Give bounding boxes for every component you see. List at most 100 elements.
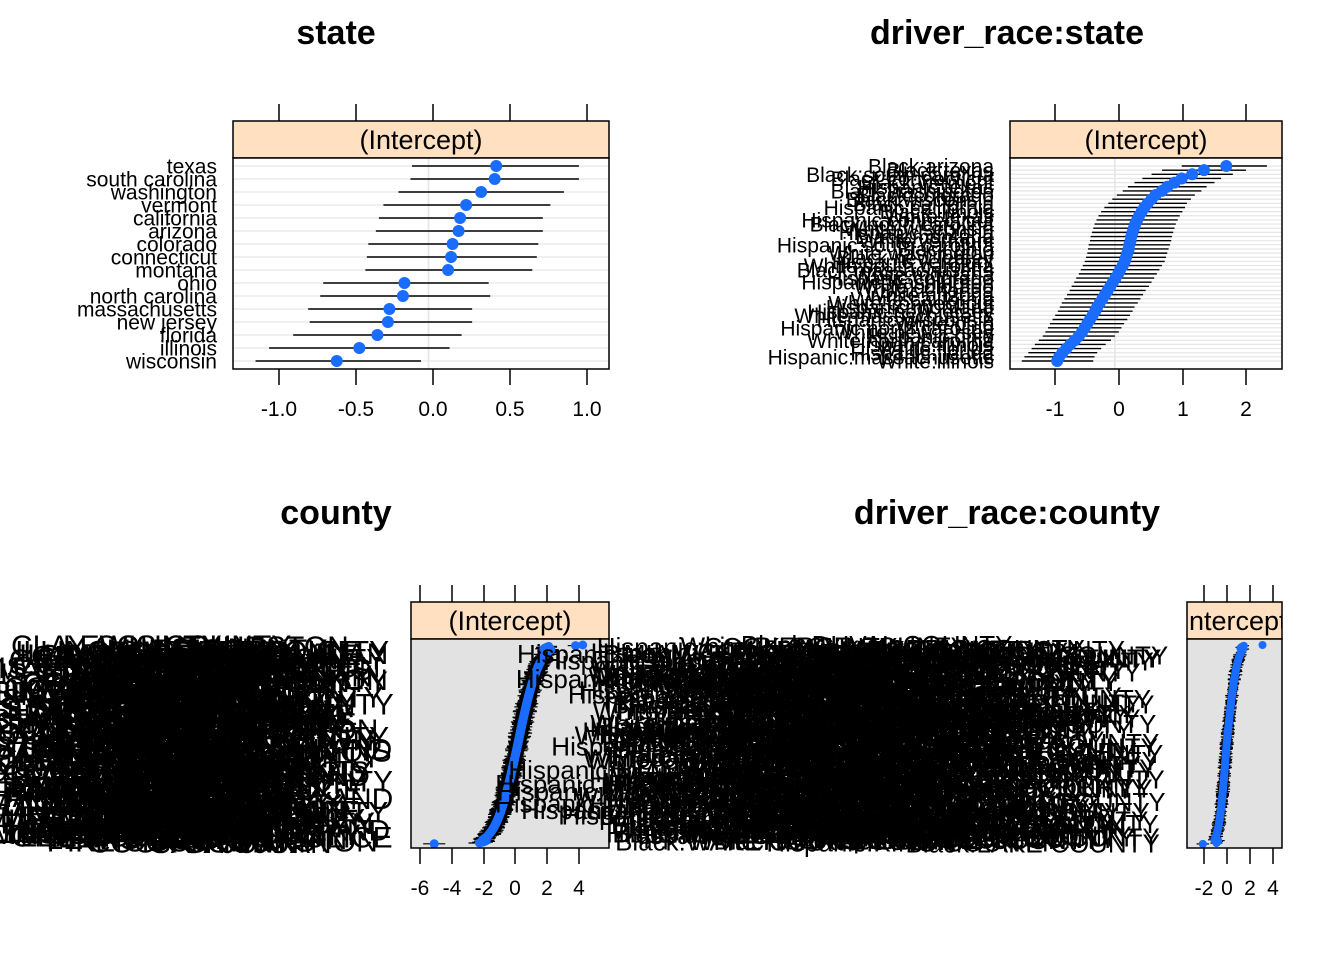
category-label: arizona <box>148 221 217 244</box>
level-label: Black:WAKE COUNTY <box>849 814 1112 844</box>
category-label: colorado <box>136 234 217 257</box>
category-label: connecticut <box>111 247 217 270</box>
level-label: COOK COUNTY <box>39 721 262 754</box>
category-label: california <box>133 208 217 231</box>
level-label: CLAY COUNTY <box>81 764 292 797</box>
level-label: THURSTON <box>109 824 275 857</box>
level-label: ILLINOIS STATE POLICE <box>0 725 207 758</box>
level-label: GRANT COUNTY <box>69 666 308 699</box>
category-label: Hispanic:washington <box>801 272 994 295</box>
x-tick-label: -4 <box>443 877 462 900</box>
category-label: north carolina <box>90 286 218 309</box>
level-label: THURSTON <box>62 683 228 716</box>
category-label: Hispanic:new jersey <box>807 301 994 324</box>
level-label: GRANT COUNTY <box>110 812 349 845</box>
level-label: ISLAND <box>208 656 316 689</box>
level-label: PIKE COUNTY <box>78 670 281 703</box>
level-label: CLAY COUNTY <box>78 769 289 802</box>
level-label: LEE COUNTY <box>39 797 231 830</box>
level-label: ILLINOIS STATE POLICE <box>15 699 357 732</box>
x-tick-label: 0 <box>509 877 521 900</box>
level-label: LEE COUNTY <box>197 636 389 669</box>
level-label: SAN JUAN <box>180 698 328 731</box>
strip <box>1009 120 1283 159</box>
level-label: THURSTON <box>52 709 174 734</box>
category-label: Black:florida <box>880 280 995 303</box>
level-label: SAN JUAN <box>64 715 212 748</box>
level-label: ILLINOIS <box>52 660 142 685</box>
category-label: ohio <box>177 273 217 296</box>
level-label: ILLINOIS STATE POLICE <box>0 818 307 851</box>
level-label: SAN JUAN <box>225 661 373 694</box>
category-label: White:vermont <box>859 230 995 253</box>
level-label: PIKE COUNTY <box>50 688 253 721</box>
level-label: THURSTON <box>85 715 251 748</box>
category-label: Black:north carolina <box>810 214 995 237</box>
level-label: ISLAND <box>144 680 252 713</box>
level-label: Black:WAKE COUNTY <box>782 794 1045 824</box>
level-label: COOK COUNTY <box>0 719 199 752</box>
level-label: ISLAND <box>155 758 263 791</box>
level-label: MARION COUNTY <box>68 761 323 794</box>
data-point <box>454 212 467 224</box>
level-label: SAN JUAN <box>198 704 346 737</box>
level-label: ILLINOIS STATE POLICE <box>0 746 310 779</box>
level-label: LEWIS COUNTY <box>100 706 328 739</box>
category-label: Hispanic:vermont <box>832 251 994 274</box>
level-label: THURSTON <box>114 646 280 679</box>
level-label: LEE COUNTY <box>84 642 276 675</box>
level-label: LEE COUNTY <box>82 664 274 697</box>
level-label: COOK COUNTY <box>83 798 306 831</box>
category-label: wisconsin <box>125 351 217 374</box>
level-label: Black:WAKE COUNTY <box>615 827 878 857</box>
level-label: Black:DUVAL COUNTY <box>850 797 1122 827</box>
level-label: White:HARRIS COUNTY <box>843 821 1132 851</box>
data-point <box>578 640 588 650</box>
level-label: White:HARRIS COUNTY <box>612 815 901 845</box>
x-tick-label: -2 <box>475 877 494 900</box>
level-label: LEE COUNTY <box>69 687 261 720</box>
level-label: ILLINOIS <box>110 799 233 832</box>
x-tick-label: -1 <box>1046 398 1065 421</box>
level-label: Black:DUVAL COUNTY <box>664 801 936 831</box>
category-label: Black:colorado <box>856 185 994 208</box>
level-label: Hispanic:COOK COUNTY <box>635 804 936 834</box>
level-label: PIKE COUNTY <box>148 647 351 680</box>
level-label: CLAY COUNTY <box>182 766 393 799</box>
category-label: White:massachusetts <box>794 305 994 328</box>
level-label: MARION COUNTY <box>122 724 377 757</box>
level-label: GRANT COUNTY <box>57 764 296 797</box>
rows: White:illinoisHispanic:massachusettsHisp… <box>768 156 1282 374</box>
level-label: PIKE COUNTY <box>7 776 210 809</box>
level-label: CLAY COUNTY <box>118 768 329 801</box>
plot-frame <box>1009 157 1283 370</box>
data-point <box>446 238 459 250</box>
level-label: CLAY COUNTY <box>144 699 355 732</box>
level-label: CLAY COUNTY <box>178 796 389 829</box>
level-label: ILLINOIS STATE POLICE <box>0 679 312 712</box>
level-label: ILLINOIS <box>188 754 311 787</box>
level-label: MARION COUNTY <box>0 653 250 686</box>
level-label: Hispanic:COOK COUNTY <box>722 715 942 736</box>
level-label: LEWIS COUNTY <box>17 745 245 778</box>
level-label: Hispanic:MIAMI-DADE COUNTY <box>779 809 1159 839</box>
strip <box>1186 601 1283 640</box>
level-label: SAN JUAN <box>116 719 264 752</box>
category-label: illinois <box>160 338 217 361</box>
x-tick-label: -6 <box>411 877 430 900</box>
level-label: THURSTON <box>173 643 339 676</box>
x-tick-label: 2 <box>541 877 553 900</box>
level-label: Hispanic:COOK COUNTY <box>625 820 926 850</box>
level-label: CLAY COUNTY <box>16 809 227 842</box>
level-label: MARION COUNTY <box>79 665 334 698</box>
category-label: Hispanic:texas <box>857 176 994 199</box>
x-tick-label: 2 <box>1240 398 1252 421</box>
level-label: ISLAND <box>169 753 277 786</box>
data-point <box>330 355 343 367</box>
level-label: SAN JUAN <box>55 747 203 780</box>
category-label: Black:new jersey <box>836 247 994 270</box>
level-label: MARION COUNTY <box>52 823 239 848</box>
level-label: ILLINOIS STATE POLICE <box>0 684 212 717</box>
data-point <box>1198 840 1207 848</box>
